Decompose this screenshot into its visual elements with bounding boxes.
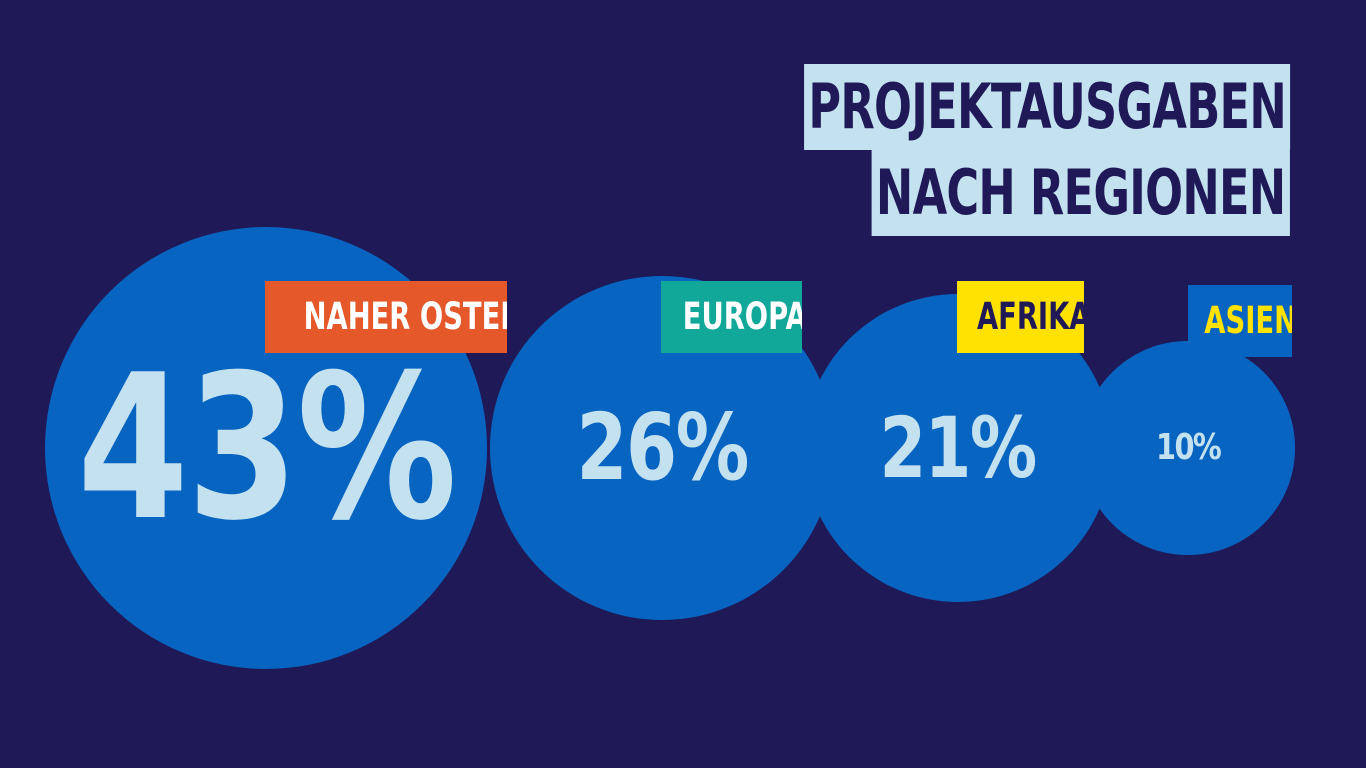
value-label: 21% (879, 398, 1038, 497)
category-label-asien: ASIEN (1188, 285, 1292, 357)
chart-title-line-2: NACH REGIONEN (871, 150, 1290, 236)
bubble-europa: 26% (490, 276, 834, 620)
category-label-naher-osten: NAHER OSTEN (265, 281, 507, 353)
category-label-text: EUROPA (682, 295, 802, 338)
value-label: 10% (1155, 427, 1222, 469)
category-label-text: AFRIKA (976, 295, 1084, 338)
category-label-europa: EUROPA (661, 281, 802, 353)
chart-title-line-1: PROJEKTAUSGABEN (803, 64, 1290, 150)
bubble-asien: 10% (1081, 341, 1295, 555)
category-label-text: ASIEN (1204, 299, 1292, 342)
value-label: 26% (576, 394, 749, 502)
value-label: 43% (76, 331, 457, 565)
category-label-afrika: AFRIKA (957, 281, 1084, 353)
category-label-text: NAHER OSTEN (303, 295, 507, 338)
